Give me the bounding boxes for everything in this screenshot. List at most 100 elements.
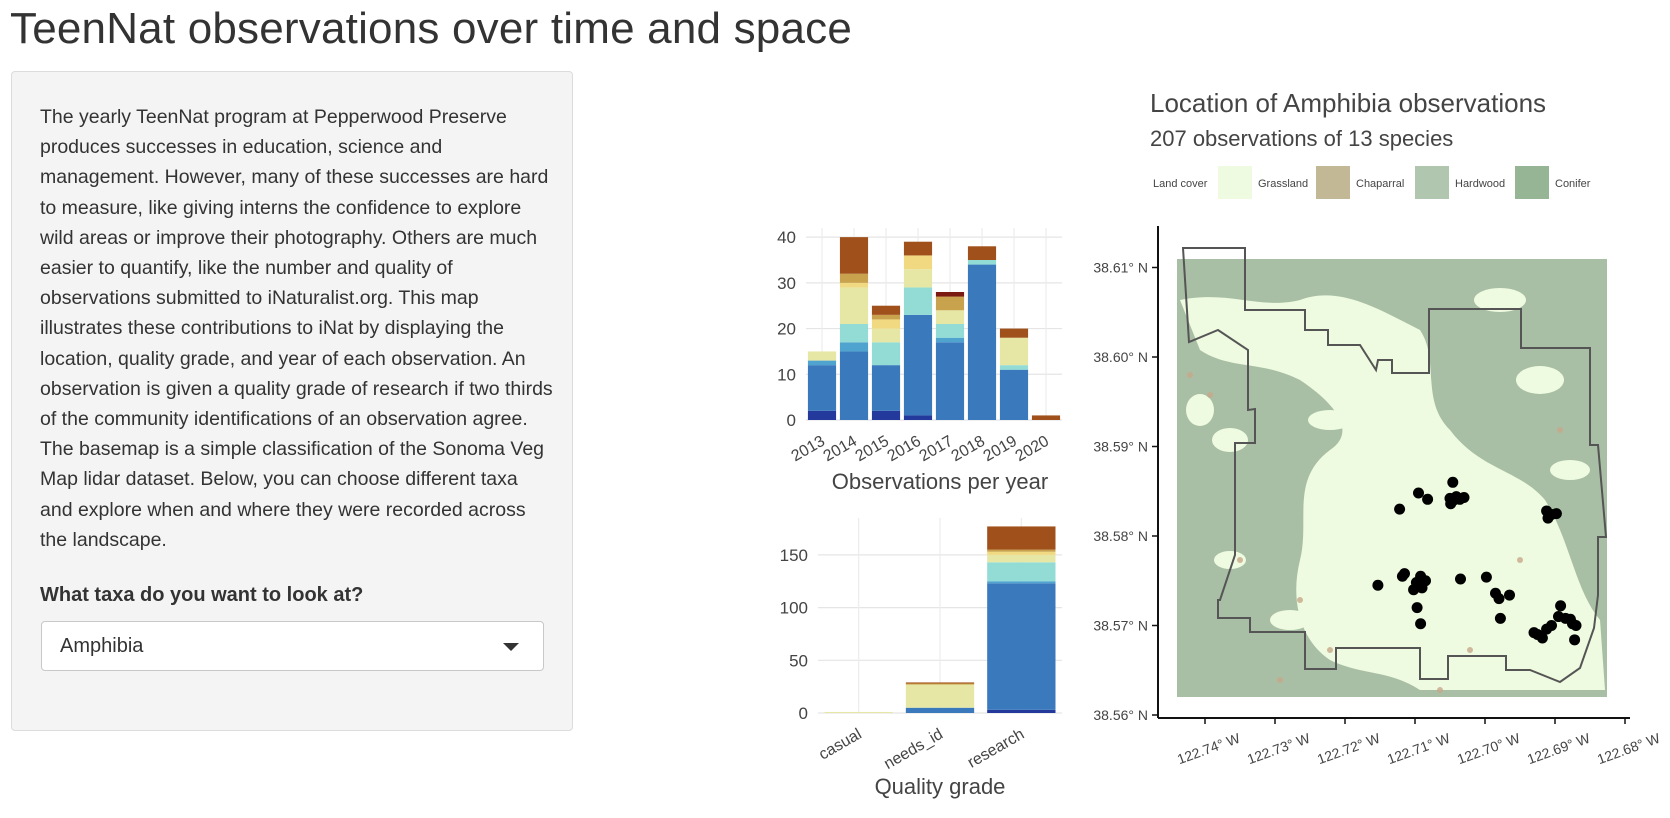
observation-point: [1415, 618, 1427, 630]
bar-segment: [935, 292, 965, 297]
observation-point: [1394, 503, 1406, 515]
observation-point: [1411, 602, 1423, 614]
x-tick-label: 122.69° W: [1525, 730, 1593, 768]
bar-segment: [871, 319, 901, 329]
chaparral-patch: [1277, 677, 1283, 683]
x-tick-label: 122.72° W: [1315, 730, 1383, 768]
bar-segment: [935, 324, 965, 338]
y-tick-label: 10: [777, 365, 796, 384]
bar-segment: [999, 328, 1029, 338]
bar-segment: [999, 365, 1029, 370]
page-title: TeenNat observations over time and space: [10, 4, 853, 53]
y-tick-label: 0: [787, 411, 796, 430]
chaparral-patch: [1517, 557, 1523, 563]
grassland-patch: [1230, 336, 1290, 364]
observation-points: [1372, 476, 1582, 646]
map-subtitle: 207 observations of 13 species: [1150, 126, 1453, 151]
bar-segment: [871, 365, 901, 411]
grassland-patch: [1462, 510, 1498, 530]
grassland-patch: [1212, 428, 1248, 452]
bar-segment: [987, 554, 1056, 563]
bar-segment: [999, 337, 1029, 366]
grassland-patch: [1308, 410, 1352, 430]
bar-segment: [871, 410, 901, 420]
grassland-patch: [1416, 462, 1444, 478]
bar-segment: [839, 287, 869, 324]
bar-segment: [987, 526, 1056, 550]
x-tick-label: 122.71° W: [1385, 730, 1453, 768]
bar-segment: [903, 415, 933, 420]
y-tick-label: 0: [799, 704, 808, 723]
bar-segment: [905, 683, 975, 685]
bar-segment: [987, 549, 1056, 552]
bar-segment: [839, 237, 869, 274]
bar-segment: [903, 269, 933, 288]
bar-segment: [903, 255, 933, 270]
grassland-patch: [1319, 510, 1351, 530]
legend-key: [1515, 166, 1549, 199]
bar-segment: [839, 351, 869, 420]
bar-segment: [871, 305, 901, 315]
y-tick-label: 38.58° N: [1093, 528, 1148, 544]
grassland-patch: [1334, 319, 1386, 341]
observation-point: [1541, 623, 1553, 635]
bar-segment: [905, 707, 975, 713]
y-tick-label: 20: [777, 320, 796, 339]
y-tick-label: 38.61° N: [1093, 260, 1148, 276]
x-tick-label: 122.73° W: [1245, 730, 1313, 768]
y-tick-label: 30: [777, 274, 796, 293]
chaparral-patch: [1327, 647, 1333, 653]
bar-segment: [1031, 415, 1061, 420]
bar-segment: [824, 711, 893, 713]
chevron-down-icon[interactable]: [503, 643, 519, 651]
x-axis-title: Quality grade: [875, 774, 1006, 799]
x-tick-label: 122.70° W: [1455, 730, 1523, 768]
observation-point: [1493, 593, 1505, 605]
observation-point: [1458, 492, 1470, 504]
taxa-select-label: What taxa do you want to look at?: [40, 584, 364, 606]
observation-point: [1447, 476, 1459, 488]
preserve-boundary: [1181, 247, 1608, 684]
chaparral-patch: [1187, 372, 1193, 378]
legend-title: Land cover: [1153, 178, 1208, 190]
y-tick-label: 38.60° N: [1093, 349, 1148, 365]
chaparral-patch: [1207, 392, 1213, 398]
taxa-select[interactable]: Amphibia: [41, 621, 544, 671]
observation-point: [1455, 573, 1466, 585]
sidebar-panel: The yearly TeenNat program at Pepperwood…: [11, 71, 573, 731]
bar-segment: [871, 342, 901, 366]
grassland-patch: [1360, 542, 1440, 578]
observation-point: [1550, 508, 1562, 520]
legend-key: [1415, 166, 1449, 199]
observation-point: [1542, 512, 1554, 524]
grassland-patch: [1270, 610, 1310, 630]
chaparral-patch: [1437, 687, 1443, 693]
bar-segment: [987, 583, 1056, 710]
legend-label: Grassland: [1258, 178, 1308, 190]
legend-label: Chaparral: [1356, 178, 1404, 190]
bar-segment: [807, 360, 837, 366]
observation-point: [1422, 493, 1434, 505]
bar-segment: [905, 684, 975, 708]
observation-point: [1536, 632, 1548, 644]
bar-segment: [987, 551, 1056, 555]
x-tick-label: 122.68° W: [1595, 730, 1663, 768]
bar-segment: [905, 682, 975, 684]
chaparral-patch: [1297, 597, 1303, 603]
bar-segment: [871, 328, 901, 343]
bar-segment: [999, 369, 1029, 420]
observation-point: [1569, 634, 1581, 646]
bar-segment: [987, 709, 1056, 713]
legend-label: Hardwood: [1455, 178, 1505, 190]
grassland-patch: [1214, 551, 1246, 569]
observation-point: [1408, 584, 1420, 596]
y-tick-label: 38.59° N: [1093, 439, 1148, 455]
observation-point: [1555, 600, 1567, 612]
chaparral-patch: [1557, 427, 1563, 433]
legend-key: [1316, 166, 1350, 199]
observation-point: [1570, 620, 1582, 631]
bar-segment: [839, 342, 869, 352]
bar-segment: [903, 287, 933, 315]
bar-segment: [807, 410, 837, 420]
x-tick-label: 122.74° W: [1175, 730, 1243, 768]
